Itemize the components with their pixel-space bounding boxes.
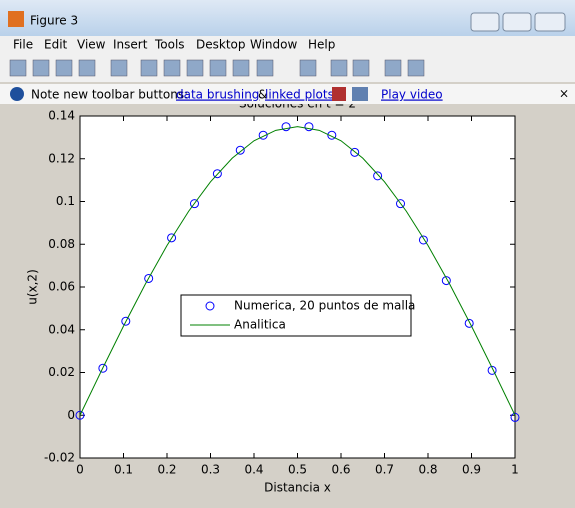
legend-marker	[205, 301, 215, 311]
tool-button[interactable]	[352, 59, 370, 77]
tool-button[interactable]	[9, 59, 27, 77]
tool-button[interactable]	[232, 59, 250, 77]
y-axis-label: u(x,2)	[26, 269, 40, 305]
app-icon	[8, 11, 24, 27]
x-tick-label: 0.6	[331, 463, 350, 477]
maximize-button[interactable]	[502, 12, 532, 32]
tool-button[interactable]	[78, 59, 96, 77]
legend-label: Numerica, 20 puntos de malla	[234, 299, 415, 313]
data-point	[418, 235, 428, 245]
data-point	[304, 122, 314, 132]
y-tick-label: 0.1	[56, 194, 75, 208]
brushing-link[interactable]: data brushing	[176, 88, 259, 102]
brush-icon	[332, 87, 346, 101]
toolbar	[0, 54, 575, 82]
linked-icon	[352, 87, 368, 101]
x-tick-label: 0.8	[418, 463, 437, 477]
menu-item[interactable]: Help	[308, 38, 335, 52]
x-tick-label: 0.2	[157, 463, 176, 477]
info-icon	[10, 87, 24, 101]
x-tick-label: 0.5	[288, 463, 307, 477]
menu-item[interactable]: Window	[250, 38, 298, 52]
data-point	[212, 169, 222, 179]
menu-bar	[0, 36, 575, 54]
menu-item[interactable]: Insert	[113, 38, 148, 52]
y-tick-label: 0.12	[48, 151, 75, 165]
y-tick-label: -0.02	[44, 451, 75, 465]
menu-item[interactable]: View	[77, 38, 106, 52]
data-line	[79, 126, 516, 416]
y-tick-label: 0.04	[48, 322, 75, 336]
legend-label: Analitica	[234, 318, 286, 332]
y-tick-label: 0	[67, 408, 75, 422]
info-bar	[0, 84, 575, 104]
info-close[interactable]: ×	[559, 87, 569, 101]
data-point	[487, 365, 497, 375]
tool-button[interactable]	[209, 59, 227, 77]
tool-button[interactable]	[163, 59, 181, 77]
data-point	[350, 147, 360, 157]
data-point	[373, 171, 383, 181]
menu-item[interactable]: Tools	[154, 38, 185, 52]
data-point	[441, 276, 451, 286]
y-tick-label: 0.02	[48, 365, 75, 379]
tool-button[interactable]	[55, 59, 73, 77]
data-point	[396, 199, 406, 209]
tool-button[interactable]	[32, 59, 50, 77]
data-point	[167, 233, 177, 243]
menu-item[interactable]: Desktop	[196, 38, 246, 52]
data-point	[464, 318, 474, 328]
data-point	[258, 130, 268, 140]
x-tick-label: 0.9	[462, 463, 481, 477]
minimize-button[interactable]	[470, 12, 500, 32]
plot-area	[79, 115, 516, 459]
x-tick-label: 0.4	[244, 463, 263, 477]
x-tick-label: 0.3	[201, 463, 220, 477]
data-point	[235, 145, 245, 155]
video-link[interactable]: Play video	[381, 88, 443, 102]
data-point	[510, 412, 520, 422]
menu-item[interactable]: File	[13, 38, 33, 52]
data-point	[121, 316, 131, 326]
x-tick-label: 0.7	[375, 463, 394, 477]
tool-button[interactable]	[256, 59, 274, 77]
data-point	[327, 130, 337, 140]
data-point	[98, 363, 108, 373]
x-tick-label: 1	[511, 463, 519, 477]
y-tick-label: 0.06	[48, 280, 75, 294]
x-tick-label: 0	[76, 463, 84, 477]
tool-button[interactable]	[407, 59, 425, 77]
tool-button[interactable]	[330, 59, 348, 77]
data-point	[281, 122, 291, 132]
x-axis-label: Distancia x	[264, 481, 331, 495]
y-tick-label: 0.14	[48, 109, 75, 123]
data-point	[144, 273, 154, 283]
x-tick-label: 0.1	[114, 463, 133, 477]
data-point	[75, 410, 85, 420]
tool-button[interactable]	[299, 59, 317, 77]
data-point	[189, 199, 199, 209]
menu-item[interactable]: Edit	[44, 38, 68, 52]
info-note: Note new toolbar buttons:	[31, 88, 188, 102]
tool-button[interactable]	[110, 59, 128, 77]
legend-box	[180, 294, 412, 337]
tool-button[interactable]	[186, 59, 204, 77]
tool-button[interactable]	[140, 59, 158, 77]
info-and: &	[258, 88, 267, 102]
tool-button[interactable]	[384, 59, 402, 77]
window-title: Figure 3	[30, 14, 78, 28]
close-button[interactable]	[534, 12, 566, 32]
linked-link[interactable]: linked plots	[265, 88, 334, 102]
y-tick-label: 0.08	[48, 237, 75, 251]
